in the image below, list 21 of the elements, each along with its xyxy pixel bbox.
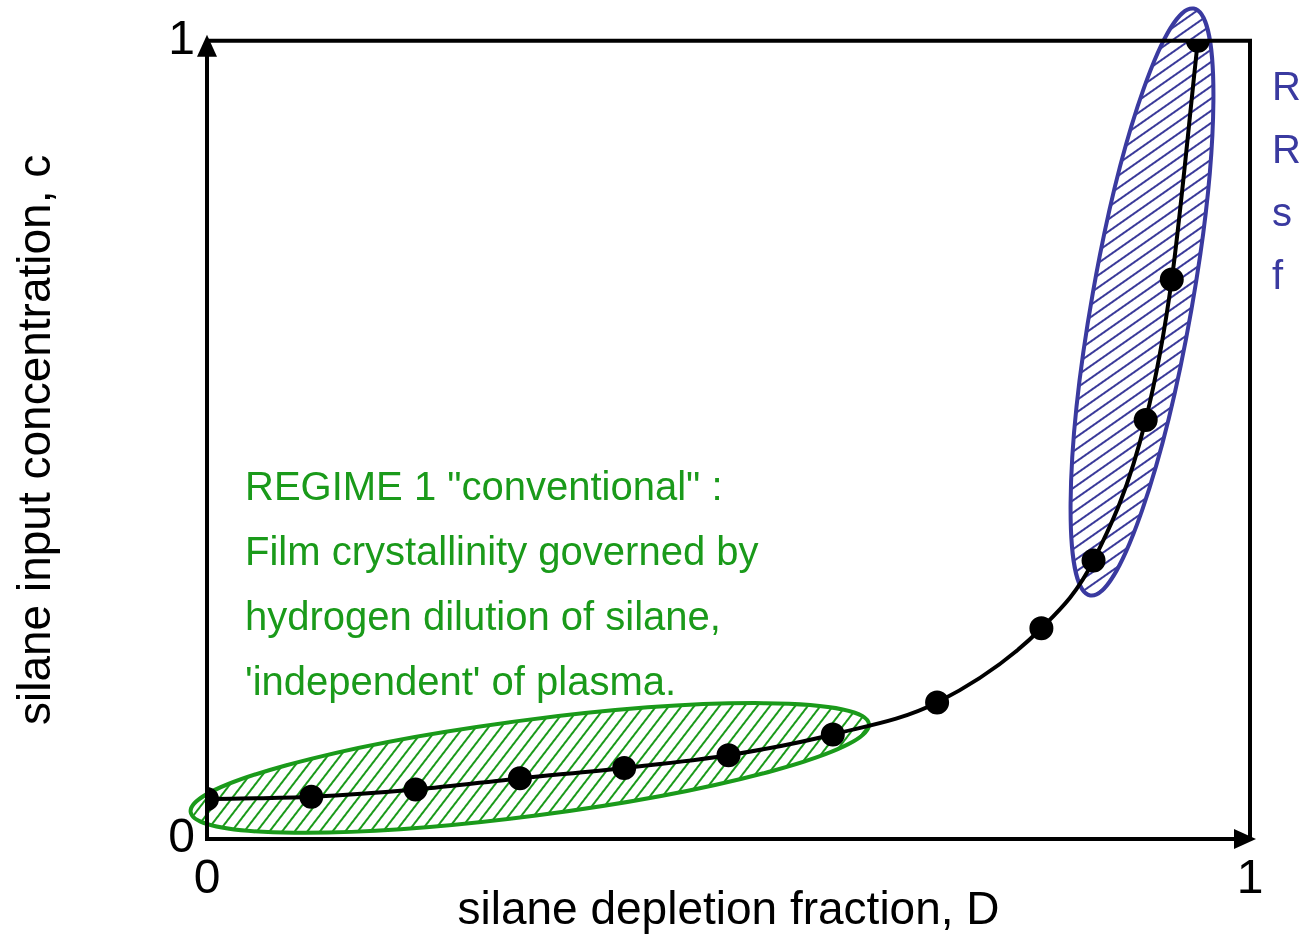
text: s	[1272, 190, 1292, 234]
annotation: 'independent' of plasma.	[245, 659, 677, 703]
annotation: REGIME 1 "conventional" :	[245, 464, 723, 508]
point	[403, 777, 428, 802]
point	[925, 690, 950, 715]
y-axis-title: silane input concentration, c	[8, 154, 61, 726]
point	[507, 766, 532, 791]
point	[1029, 616, 1054, 641]
text: f	[1272, 253, 1284, 297]
point	[1159, 267, 1184, 292]
text: R	[1272, 64, 1301, 108]
text: R	[1272, 127, 1301, 171]
point	[820, 722, 845, 747]
point	[612, 755, 637, 780]
point	[716, 743, 741, 768]
annotation: hydrogen dilution of silane,	[245, 594, 721, 638]
point	[299, 784, 324, 809]
point	[1081, 548, 1106, 573]
annotation: Film crystallinity governed by	[245, 529, 759, 573]
point	[1133, 407, 1158, 432]
x-axis-title: silane depletion fraction, D	[457, 882, 1000, 935]
